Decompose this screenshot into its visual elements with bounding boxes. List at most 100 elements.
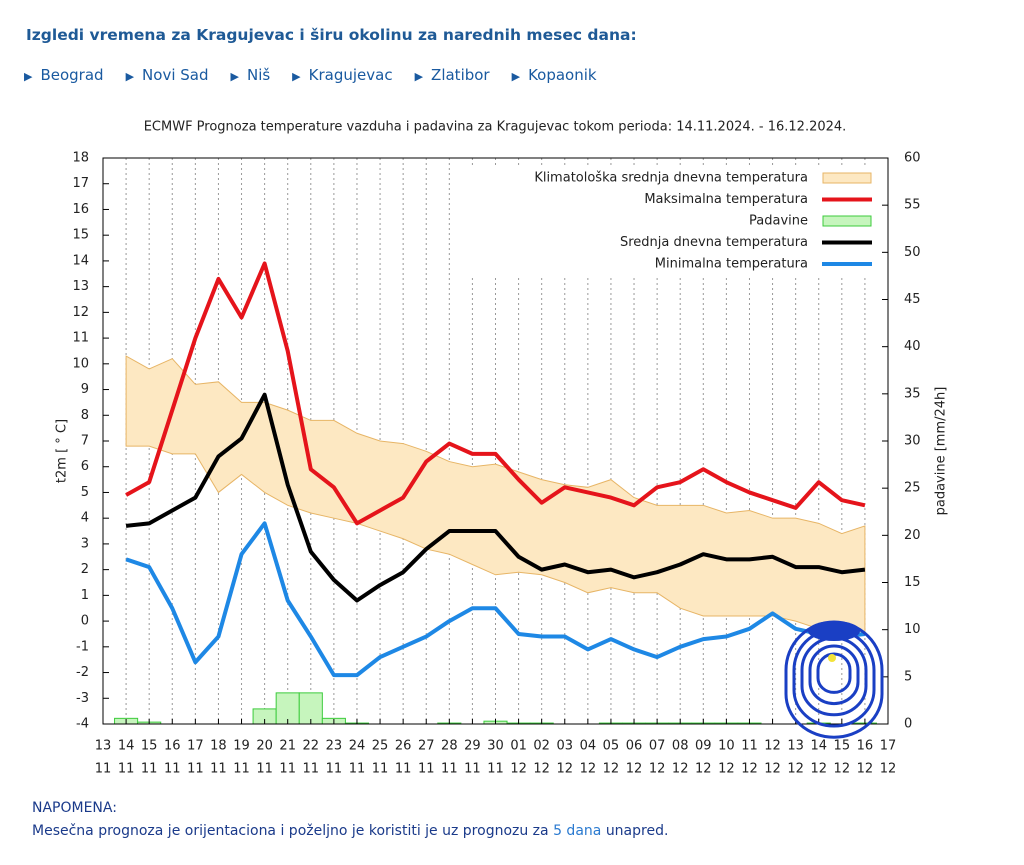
x-tick-label: 09 bbox=[695, 739, 712, 754]
x-tick-label: 06 bbox=[626, 739, 643, 754]
x-tick-label: 12 bbox=[834, 762, 851, 777]
y-tick-label: -3 bbox=[76, 691, 89, 706]
x-tick-label: 11 bbox=[418, 762, 435, 777]
x-tick-label: 12 bbox=[649, 762, 666, 777]
x-tick-label: 12 bbox=[695, 762, 712, 777]
x-tick-label: 11 bbox=[395, 762, 412, 777]
temp-line bbox=[125, 521, 866, 678]
y-tick-label: -1 bbox=[76, 639, 89, 654]
x-tick-label: 12 bbox=[764, 762, 781, 777]
nav-arrow: ▶ bbox=[292, 70, 301, 83]
x-tick-label: 12 bbox=[510, 762, 527, 777]
x-tick-label: 26 bbox=[395, 739, 412, 754]
y-tick-label: 3 bbox=[81, 536, 89, 551]
y2-tick-label: 5 bbox=[904, 669, 912, 684]
temp-line bbox=[125, 392, 866, 603]
x-tick-label: 11 bbox=[464, 762, 481, 777]
y-tick-label: 13 bbox=[72, 279, 89, 294]
x-tick-label: 12 bbox=[626, 762, 643, 777]
nav-link[interactable]: ▶ Kopaonik bbox=[512, 66, 597, 84]
y-tick-label: 4 bbox=[81, 511, 89, 526]
x-tick-label: 10 bbox=[718, 739, 735, 754]
y-tick-label: 18 bbox=[72, 151, 89, 166]
y-tick-label: 17 bbox=[72, 176, 89, 191]
nav-text[interactable]: Niš bbox=[246, 66, 271, 84]
y2-tick-label: 15 bbox=[904, 575, 921, 590]
x-tick-label: 11 bbox=[741, 739, 758, 754]
x-tick-label: 12 bbox=[718, 762, 735, 777]
legend-swatch bbox=[822, 172, 872, 184]
x-tick-label: 11 bbox=[210, 762, 227, 777]
logo-cloud bbox=[808, 621, 860, 641]
nav-link[interactable]: ▶ Zlatibor bbox=[415, 66, 490, 84]
page-title: Izgledi vremena za Kragujevac i širu oko… bbox=[26, 26, 637, 44]
x-tick-label: 11 bbox=[256, 762, 273, 777]
y-tick-label: 6 bbox=[81, 459, 89, 474]
x-tick-label: 11 bbox=[118, 762, 135, 777]
x-tick-label: 03 bbox=[556, 739, 573, 754]
note-end: unapred. bbox=[605, 823, 669, 839]
y2-tick-label: 50 bbox=[904, 245, 921, 260]
nav-arrow: ▶ bbox=[24, 70, 33, 83]
nav-text[interactable]: Novi Sad bbox=[142, 66, 209, 84]
y2-tick-label: 60 bbox=[904, 151, 921, 166]
y-axis-label: t2m [ ° C] bbox=[55, 419, 70, 483]
x-tick-label: 11 bbox=[279, 762, 296, 777]
nav-link[interactable]: ▶ Kragujevac bbox=[292, 66, 392, 84]
x-tick-label: 12 bbox=[857, 762, 874, 777]
x-tick-label: 25 bbox=[372, 739, 389, 754]
nav-arrow: ▶ bbox=[511, 70, 521, 83]
x-tick-label: 12 bbox=[810, 762, 827, 777]
y-tick-label: 0 bbox=[81, 614, 89, 629]
nav-link[interactable]: ▶ Beograd bbox=[24, 66, 104, 84]
legend-label: Maksimalna temperatura bbox=[644, 192, 808, 207]
y-tick-label: 11 bbox=[72, 331, 89, 346]
nav-arrow: ▶ bbox=[230, 70, 239, 83]
y2-axis-label: padavine [mm/24h] bbox=[934, 387, 949, 516]
nav-text[interactable]: Zlatibor bbox=[431, 66, 490, 84]
x-tick-label: 12 bbox=[741, 762, 758, 777]
y-tick-label: 14 bbox=[72, 253, 89, 268]
nav-text[interactable]: Kopaonik bbox=[528, 66, 597, 84]
x-tick-label: 11 bbox=[441, 762, 458, 777]
legend-box bbox=[470, 168, 880, 278]
x-tick-label: 11 bbox=[164, 762, 181, 777]
x-tick-label: 08 bbox=[672, 739, 689, 754]
x-tick-label: 14 bbox=[118, 739, 135, 754]
note-link[interactable]: 5 dana bbox=[553, 823, 602, 839]
note-text: Mesečna prognoza je orijentaciona i pože… bbox=[32, 820, 668, 843]
nav-arrow: ▶ bbox=[125, 70, 135, 83]
y2-tick-label: 20 bbox=[904, 528, 921, 543]
y-tick-label: 10 bbox=[72, 356, 89, 371]
logo bbox=[784, 620, 884, 739]
x-tick-label: 12 bbox=[672, 762, 689, 777]
logo-sun bbox=[828, 654, 836, 662]
x-tick-label: 02 bbox=[533, 739, 550, 754]
note-title: NAPOMENA: bbox=[32, 800, 117, 816]
y2-tick-label: 0 bbox=[904, 717, 912, 732]
x-tick-label: 17 bbox=[187, 739, 204, 754]
x-tick-label: 01 bbox=[510, 739, 527, 754]
nav-link[interactable]: ▶ Novi Sad bbox=[126, 66, 209, 84]
x-tick-label: 12 bbox=[787, 762, 804, 777]
x-tick-label: 12 bbox=[533, 762, 550, 777]
y2-tick-label: 40 bbox=[904, 339, 921, 354]
nav-link[interactable]: ▶ Niš bbox=[231, 66, 271, 84]
x-tick-label: 23 bbox=[326, 739, 343, 754]
x-tick-label: 12 bbox=[603, 762, 620, 777]
x-tick-label: 11 bbox=[141, 762, 158, 777]
x-tick-label: 15 bbox=[141, 739, 158, 754]
nav-text[interactable]: Kragujevac bbox=[308, 66, 393, 84]
chart: ECMWF Prognoza temperature vazduha i pad… bbox=[55, 120, 949, 777]
x-tick-label: 30 bbox=[487, 739, 504, 754]
x-tick-label: 24 bbox=[349, 739, 366, 754]
y-tick-label: 7 bbox=[81, 434, 89, 449]
nav-text[interactable]: Beograd bbox=[40, 66, 104, 84]
y-tick-label: 1 bbox=[81, 588, 89, 603]
x-tick-label: 11 bbox=[187, 762, 204, 777]
x-tick-label: 04 bbox=[580, 739, 597, 754]
y2-tick-label: 55 bbox=[904, 198, 921, 213]
logo-arc bbox=[816, 652, 852, 694]
legend-swatch bbox=[822, 215, 872, 227]
